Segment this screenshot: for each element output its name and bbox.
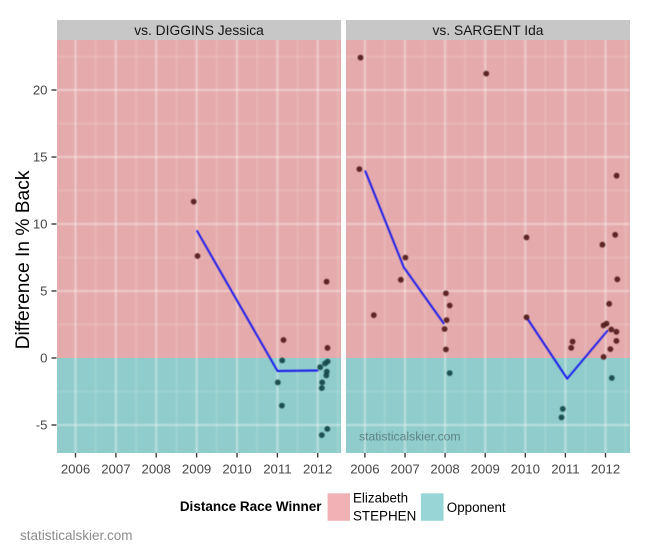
svg-text:0: 0 [40, 351, 47, 366]
svg-text:2011: 2011 [263, 462, 291, 477]
svg-text:2006: 2006 [350, 462, 379, 477]
svg-text:vs. SARGENT Ida: vs. SARGENT Ida [433, 23, 544, 38]
svg-text:2007: 2007 [390, 462, 419, 477]
svg-text:15: 15 [33, 150, 48, 165]
svg-text:2008: 2008 [142, 462, 171, 477]
svg-text:-5: -5 [36, 418, 48, 433]
svg-text:5: 5 [40, 284, 47, 299]
svg-text:2011: 2011 [551, 462, 579, 477]
svg-text:STEPHEN: STEPHEN [353, 508, 416, 523]
svg-text:Distance Race Winner: Distance Race Winner [180, 499, 322, 514]
svg-text:Difference In % Back: Difference In % Back [13, 170, 34, 349]
svg-text:Opponent: Opponent [447, 500, 506, 515]
svg-text:vs. DIGGINS Jessica: vs. DIGGINS Jessica [134, 23, 264, 38]
svg-text:statisticalskier.com: statisticalskier.com [359, 430, 461, 444]
svg-text:2007: 2007 [101, 462, 130, 477]
svg-text:10: 10 [33, 217, 48, 232]
svg-text:2009: 2009 [182, 462, 211, 477]
svg-text:statisticalskier.com: statisticalskier.com [20, 528, 133, 543]
svg-text:2010: 2010 [511, 462, 540, 477]
svg-text:20: 20 [33, 83, 48, 98]
svg-text:Elizabeth: Elizabeth [353, 490, 408, 505]
svg-text:2006: 2006 [61, 462, 90, 477]
svg-text:2009: 2009 [471, 462, 500, 477]
svg-text:2012: 2012 [591, 462, 620, 477]
svg-text:2008: 2008 [430, 462, 459, 477]
svg-text:2010: 2010 [222, 462, 251, 477]
svg-text:2012: 2012 [303, 462, 332, 477]
